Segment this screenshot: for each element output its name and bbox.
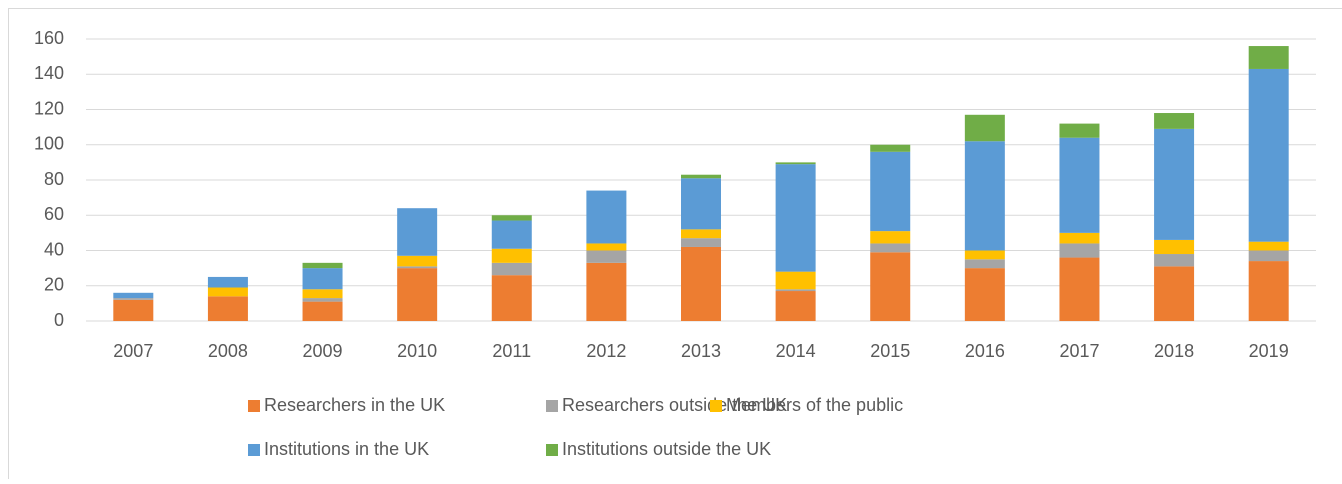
bar-segment bbox=[870, 152, 910, 231]
y-tick-label: 0 bbox=[54, 310, 64, 330]
bar-segment bbox=[1154, 266, 1194, 321]
x-tick-label: 2018 bbox=[1154, 341, 1194, 361]
bar-segment bbox=[1059, 233, 1099, 244]
bar-segment bbox=[681, 238, 721, 247]
bar-segment bbox=[965, 268, 1005, 321]
x-tick-label: 2019 bbox=[1249, 341, 1289, 361]
bar-segment bbox=[776, 289, 816, 291]
y-tick-label: 160 bbox=[34, 28, 64, 48]
y-tick-label: 60 bbox=[44, 204, 64, 224]
bar-segment bbox=[492, 275, 532, 321]
bar-segment bbox=[776, 272, 816, 290]
bar-segment bbox=[681, 175, 721, 179]
x-tick-label: 2016 bbox=[965, 341, 1005, 361]
legend-swatch bbox=[248, 400, 260, 412]
legend-swatch bbox=[546, 444, 558, 456]
bar-segment bbox=[113, 293, 153, 298]
legend-swatch bbox=[248, 444, 260, 456]
bar-segment bbox=[208, 296, 248, 321]
bar-segment bbox=[208, 277, 248, 288]
bar-segment bbox=[586, 191, 626, 244]
bar-segment bbox=[1059, 138, 1099, 233]
bar-segment bbox=[1154, 113, 1194, 129]
bar-segment bbox=[492, 249, 532, 263]
bar-segment bbox=[776, 164, 816, 272]
bar-segment bbox=[397, 256, 437, 267]
bar-segment bbox=[776, 162, 816, 164]
y-tick-label: 140 bbox=[34, 63, 64, 83]
bar-segment bbox=[965, 251, 1005, 260]
y-tick-label: 20 bbox=[44, 275, 64, 295]
bar-segment bbox=[1154, 240, 1194, 254]
bar-segment bbox=[113, 300, 153, 321]
bar-segment bbox=[1154, 254, 1194, 266]
bar-segment bbox=[1059, 258, 1099, 321]
bar-segment bbox=[586, 243, 626, 250]
bar-segment bbox=[586, 251, 626, 263]
bar-segment bbox=[1249, 261, 1289, 321]
x-tick-label: 2014 bbox=[776, 341, 816, 361]
bar-segment bbox=[1249, 242, 1289, 251]
bar-segment bbox=[681, 229, 721, 238]
bar-segment bbox=[681, 178, 721, 229]
legend-swatch bbox=[546, 400, 558, 412]
bar-segment bbox=[965, 259, 1005, 268]
bar-segment bbox=[870, 243, 910, 252]
bar-segment bbox=[965, 141, 1005, 250]
y-tick-label: 80 bbox=[44, 169, 64, 189]
legend-label: Institutions in the UK bbox=[264, 439, 429, 459]
bar-segment bbox=[303, 268, 343, 289]
bar-segment bbox=[1059, 243, 1099, 257]
y-tick-label: 100 bbox=[34, 134, 64, 154]
bar-segment bbox=[1249, 69, 1289, 242]
bar-segment bbox=[1249, 46, 1289, 69]
bar-segment bbox=[492, 215, 532, 220]
x-tick-label: 2010 bbox=[397, 341, 437, 361]
bar-segment bbox=[586, 263, 626, 321]
bar-segment bbox=[397, 208, 437, 256]
y-tick-label: 120 bbox=[34, 98, 64, 118]
x-tick-label: 2013 bbox=[681, 341, 721, 361]
bar-segment bbox=[397, 266, 437, 268]
bar-segment bbox=[965, 115, 1005, 141]
x-tick-label: 2009 bbox=[303, 341, 343, 361]
bar-segment bbox=[1249, 251, 1289, 262]
legend-swatch bbox=[710, 400, 722, 412]
legend-label: Researchers in the UK bbox=[264, 395, 445, 415]
x-tick-label: 2011 bbox=[492, 341, 531, 361]
bar-segment bbox=[492, 221, 532, 249]
bar-segment bbox=[113, 298, 153, 300]
x-tick-label: 2017 bbox=[1059, 341, 1099, 361]
bar-segment bbox=[870, 252, 910, 321]
x-tick-label: 2007 bbox=[113, 341, 153, 361]
bar-segment bbox=[870, 231, 910, 243]
bar-segment bbox=[776, 291, 816, 321]
bar-segment bbox=[303, 263, 343, 268]
bar-segment bbox=[681, 247, 721, 321]
x-tick-label: 2008 bbox=[208, 341, 248, 361]
bar-segment bbox=[1059, 124, 1099, 138]
legend-label: Members of the public bbox=[726, 395, 903, 415]
bar-segment bbox=[492, 263, 532, 275]
bar-segment bbox=[303, 289, 343, 298]
x-tick-label: 2012 bbox=[586, 341, 626, 361]
legend-label: Institutions outside the UK bbox=[562, 439, 771, 459]
bar-segment bbox=[397, 268, 437, 321]
bar-segment bbox=[208, 288, 248, 297]
x-tick-label: 2015 bbox=[870, 341, 910, 361]
y-tick-label: 40 bbox=[44, 239, 64, 259]
bar-segment bbox=[303, 302, 343, 321]
bar-segment bbox=[303, 298, 343, 302]
bar-segment bbox=[1154, 129, 1194, 240]
bar-segment bbox=[870, 145, 910, 152]
